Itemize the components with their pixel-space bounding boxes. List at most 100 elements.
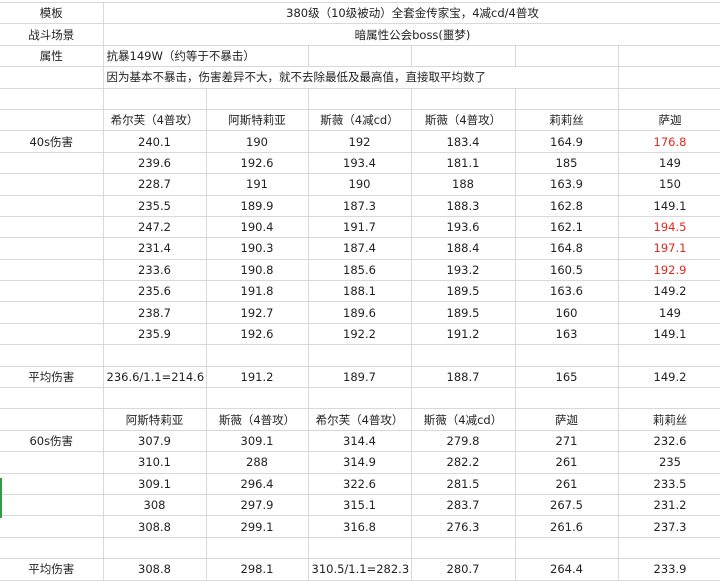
- cell[interactable]: [410, 536, 516, 560]
- damage-value[interactable]: 297.9: [205, 493, 309, 517]
- cell[interactable]: [0, 515, 104, 538]
- damage-value[interactable]: 192.9: [617, 258, 720, 282]
- cell[interactable]: [410, 44, 516, 68]
- damage-value[interactable]: 160.5: [514, 258, 619, 282]
- damage-value[interactable]: 231.2: [617, 493, 720, 517]
- damage-value[interactable]: 233.6: [102, 258, 207, 282]
- damage-value[interactable]: 192.2: [307, 322, 412, 346]
- damage-value[interactable]: 235.5: [102, 194, 207, 217]
- damage-value[interactable]: 181.1: [410, 151, 516, 175]
- damage-value[interactable]: 193.6: [410, 215, 516, 239]
- damage-value[interactable]: 162.1: [514, 215, 619, 239]
- damage-value[interactable]: 281.5: [410, 472, 516, 495]
- cell[interactable]: [307, 87, 412, 110]
- cell[interactable]: [0, 493, 104, 517]
- damage-value[interactable]: 315.1: [307, 493, 412, 517]
- average-value[interactable]: 165: [514, 365, 619, 389]
- damage-value[interactable]: 189.9: [205, 194, 309, 217]
- column-header[interactable]: 萨迦: [514, 408, 619, 431]
- damage-value[interactable]: 283.7: [410, 493, 516, 517]
- damage-value[interactable]: 194.5: [617, 215, 720, 239]
- damage-value[interactable]: 322.6: [307, 472, 412, 495]
- damage-value[interactable]: 188.1: [307, 280, 412, 303]
- cell[interactable]: [410, 344, 516, 367]
- damage-value[interactable]: 149.1: [617, 322, 720, 346]
- damage-value[interactable]: 190.3: [205, 237, 309, 260]
- damage-value[interactable]: 190: [205, 130, 309, 153]
- damage-value[interactable]: 261: [514, 451, 619, 474]
- damage-value[interactable]: 191: [205, 173, 309, 196]
- damage-value[interactable]: 235.6: [102, 280, 207, 303]
- damage-value[interactable]: 307.9: [102, 429, 207, 453]
- average-label[interactable]: 平均伤害: [0, 558, 104, 581]
- section-label[interactable]: 60s伤害: [0, 429, 104, 453]
- damage-value[interactable]: 267.5: [514, 493, 619, 517]
- cell-note[interactable]: 因为基本不暴击，伤害差异不大，就不去除最低及最高值，直接取平均数了: [102, 66, 619, 89]
- damage-value[interactable]: 282.2: [410, 451, 516, 474]
- damage-value[interactable]: 183.4: [410, 130, 516, 153]
- column-header[interactable]: 阿斯特莉亚: [205, 108, 309, 132]
- cell[interactable]: [0, 344, 104, 367]
- damage-value[interactable]: 164.8: [514, 237, 619, 260]
- damage-value[interactable]: 271: [514, 429, 619, 453]
- damage-value[interactable]: 308: [102, 493, 207, 517]
- damage-value[interactable]: 314.9: [307, 451, 412, 474]
- damage-value[interactable]: 149.2: [617, 280, 720, 303]
- damage-value[interactable]: 247.2: [102, 215, 207, 239]
- cell-scene-value[interactable]: 暗属性公会boss(噩梦): [102, 23, 720, 46]
- damage-value[interactable]: 188.3: [410, 194, 516, 217]
- damage-value[interactable]: 188: [410, 173, 516, 196]
- damage-value[interactable]: 176.8: [617, 130, 720, 153]
- damage-value[interactable]: 231.4: [102, 237, 207, 260]
- cell[interactable]: [307, 44, 412, 68]
- cell[interactable]: [514, 344, 619, 367]
- cell[interactable]: [307, 387, 412, 410]
- damage-value[interactable]: 296.4: [205, 472, 309, 495]
- cell[interactable]: [617, 387, 720, 410]
- cell[interactable]: [205, 87, 309, 110]
- average-label[interactable]: 平均伤害: [0, 365, 104, 389]
- average-value[interactable]: 233.9: [617, 558, 720, 581]
- damage-value[interactable]: 237.3: [617, 515, 720, 538]
- cell[interactable]: [0, 66, 104, 89]
- cell[interactable]: [0, 108, 104, 132]
- damage-value[interactable]: 279.8: [410, 429, 516, 453]
- damage-value[interactable]: 149: [617, 151, 720, 175]
- cell[interactable]: [102, 536, 207, 560]
- cell[interactable]: [102, 387, 207, 410]
- average-value[interactable]: 191.2: [205, 365, 309, 389]
- damage-value[interactable]: 192.6: [205, 151, 309, 175]
- damage-value[interactable]: 150: [617, 173, 720, 196]
- cell[interactable]: [514, 87, 619, 110]
- damage-value[interactable]: 187.4: [307, 237, 412, 260]
- damage-value[interactable]: 189.5: [410, 280, 516, 303]
- column-header[interactable]: 萨迦: [617, 108, 720, 132]
- cell[interactable]: [0, 173, 104, 196]
- damage-value[interactable]: 191.7: [307, 215, 412, 239]
- column-header[interactable]: 希尔芙（4普攻）: [102, 108, 207, 132]
- damage-value[interactable]: 309.1: [102, 472, 207, 495]
- cell[interactable]: [0, 151, 104, 175]
- damage-value[interactable]: 190.8: [205, 258, 309, 282]
- cell[interactable]: [205, 387, 309, 410]
- column-header[interactable]: 斯薇（4减cd）: [410, 408, 516, 431]
- cell[interactable]: [0, 237, 104, 260]
- cell-attr-label[interactable]: 属性: [0, 44, 104, 68]
- column-header[interactable]: 希尔芙（4普攻）: [307, 408, 412, 431]
- average-value[interactable]: 264.4: [514, 558, 619, 581]
- cell[interactable]: [0, 322, 104, 346]
- cell[interactable]: [102, 344, 207, 367]
- damage-value[interactable]: 316.8: [307, 515, 412, 538]
- average-value[interactable]: 298.1: [205, 558, 309, 581]
- damage-value[interactable]: 162.8: [514, 194, 619, 217]
- cell[interactable]: [307, 344, 412, 367]
- cell[interactable]: [0, 408, 104, 431]
- cell[interactable]: [307, 536, 412, 560]
- damage-value[interactable]: 240.1: [102, 130, 207, 153]
- average-value[interactable]: 188.7: [410, 365, 516, 389]
- column-header[interactable]: 莉莉丝: [514, 108, 619, 132]
- damage-value[interactable]: 185: [514, 151, 619, 175]
- damage-value[interactable]: 193.4: [307, 151, 412, 175]
- average-value[interactable]: 280.7: [410, 558, 516, 581]
- damage-value[interactable]: 232.6: [617, 429, 720, 453]
